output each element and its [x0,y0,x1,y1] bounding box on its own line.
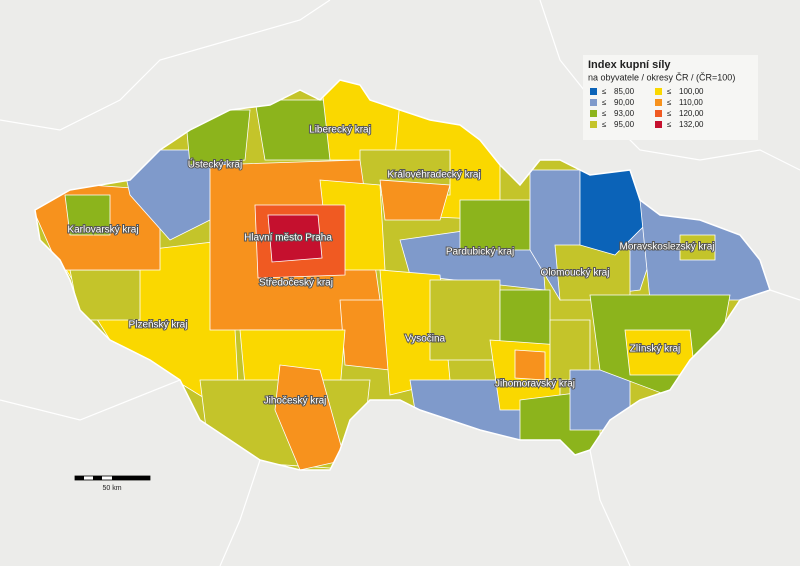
region-label: Vysočina [405,334,446,345]
region-label: Karlovarský kraj [67,225,138,236]
scale-bar: 50 km [74,475,151,492]
legend-swatch [590,99,597,106]
legend-label: 90,00 [614,98,635,107]
legend-label: 132,00 [679,120,704,129]
legend-symbol: ≤ [667,120,672,129]
district [459,199,531,251]
legend-swatch [655,121,662,128]
district [379,179,451,221]
legend-title: Index kupní síly [588,59,671,71]
legend-label: 93,00 [614,109,635,118]
legend-symbol: ≤ [602,98,607,107]
district [679,234,716,261]
region-labels: Liberecký kraj Ústecký kraj Karlovarský … [66,124,715,408]
region-label: Pardubický kraj [446,247,514,258]
region-label: Středočeský kraj [259,278,333,289]
legend-swatch [655,110,662,117]
legend-box [583,55,758,140]
region-label: Liberecký kraj [309,125,371,136]
legend-swatch [655,88,662,95]
district [274,364,346,470]
legend-label: 95,00 [614,120,635,129]
scale-label: 50 km [102,485,121,492]
district [64,194,111,236]
region-label: Moravskoslezský kraj [619,242,714,253]
region-label: Plzeňský kraj [129,320,188,331]
legend: Index kupní síly na obyvatele / okresy Č… [583,55,758,140]
legend-label: 100,00 [679,87,704,96]
region-label: Ústecký kraj [188,158,242,171]
legend-swatch [590,88,597,95]
legend-symbol: ≤ [602,109,607,118]
legend-symbol: ≤ [667,109,672,118]
legend-symbol: ≤ [667,98,672,107]
legend-swatch [655,99,662,106]
legend-label: 110,00 [679,98,703,107]
legend-label: 120,00 [679,109,704,118]
region-label: Olomoucký kraj [541,268,610,279]
district [339,299,391,371]
district [267,214,323,263]
region-label: Jihočeský kraj [264,396,327,407]
legend-symbol: ≤ [602,120,607,129]
legend-subtitle: na obyvatele / okresy ČR / (ČR=100) [588,72,735,82]
district [429,279,501,361]
district [514,349,546,381]
legend-symbol: ≤ [602,87,607,96]
region-label: Hlavní město Praha [244,233,332,244]
region-label: Zlínský kraj [630,344,681,355]
region-label: Jihomoravský kraj [495,379,575,390]
legend-symbol: ≤ [667,87,672,96]
legend-swatch [590,121,597,128]
legend-label: 85,00 [614,87,635,96]
region-label: Královéhradecký kraj [387,170,480,181]
legend-swatch [590,110,597,117]
